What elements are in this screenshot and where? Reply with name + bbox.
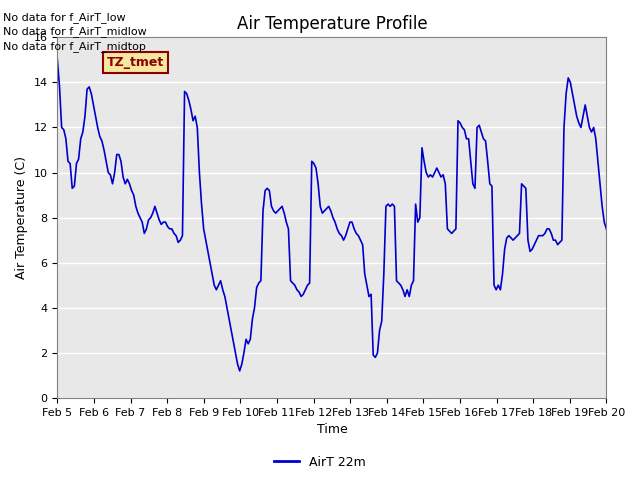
X-axis label: Time: Time bbox=[317, 423, 348, 436]
Text: TZ_tmet: TZ_tmet bbox=[107, 56, 164, 69]
Text: No data for f_AirT_midtop: No data for f_AirT_midtop bbox=[3, 41, 146, 52]
Y-axis label: Air Temperature (C): Air Temperature (C) bbox=[15, 156, 28, 279]
Text: No data for f_AirT_low: No data for f_AirT_low bbox=[3, 12, 126, 23]
Legend: AirT 22m: AirT 22m bbox=[269, 451, 371, 474]
Text: No data for f_AirT_midlow: No data for f_AirT_midlow bbox=[3, 26, 147, 37]
Title: Air Temperature Profile: Air Temperature Profile bbox=[237, 15, 428, 33]
